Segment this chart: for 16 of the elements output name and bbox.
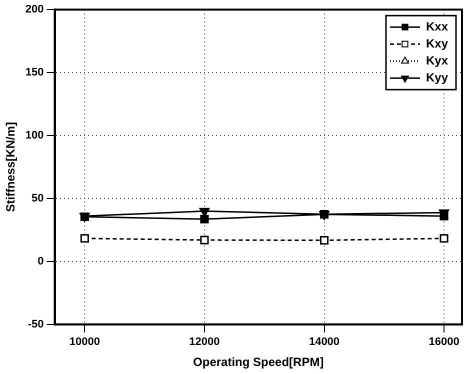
legend-label: Kxx (426, 19, 448, 34)
legend-label: Kyy (426, 70, 448, 84)
y-tick-label: 150 (25, 66, 44, 79)
y-tick-label: 200 (25, 4, 44, 16)
y-tick-label: -50 (28, 318, 44, 330)
x-tick-label: 12000 (189, 336, 220, 348)
x-tick-label: 16000 (428, 336, 460, 348)
legend-label: Kxy (426, 36, 448, 50)
x-tick-label: 10000 (69, 336, 100, 348)
y-axis-title: Stiffness[KN/m] (4, 122, 18, 212)
y-tick-label: 0 (38, 255, 44, 268)
y-tick-label: 100 (25, 130, 44, 142)
legend-label: Kyx (426, 53, 448, 68)
x-axis-title: Operating Speed[RPM] (193, 355, 324, 370)
y-tick-label: 50 (32, 192, 44, 205)
x-tick-label: 14000 (308, 336, 340, 348)
